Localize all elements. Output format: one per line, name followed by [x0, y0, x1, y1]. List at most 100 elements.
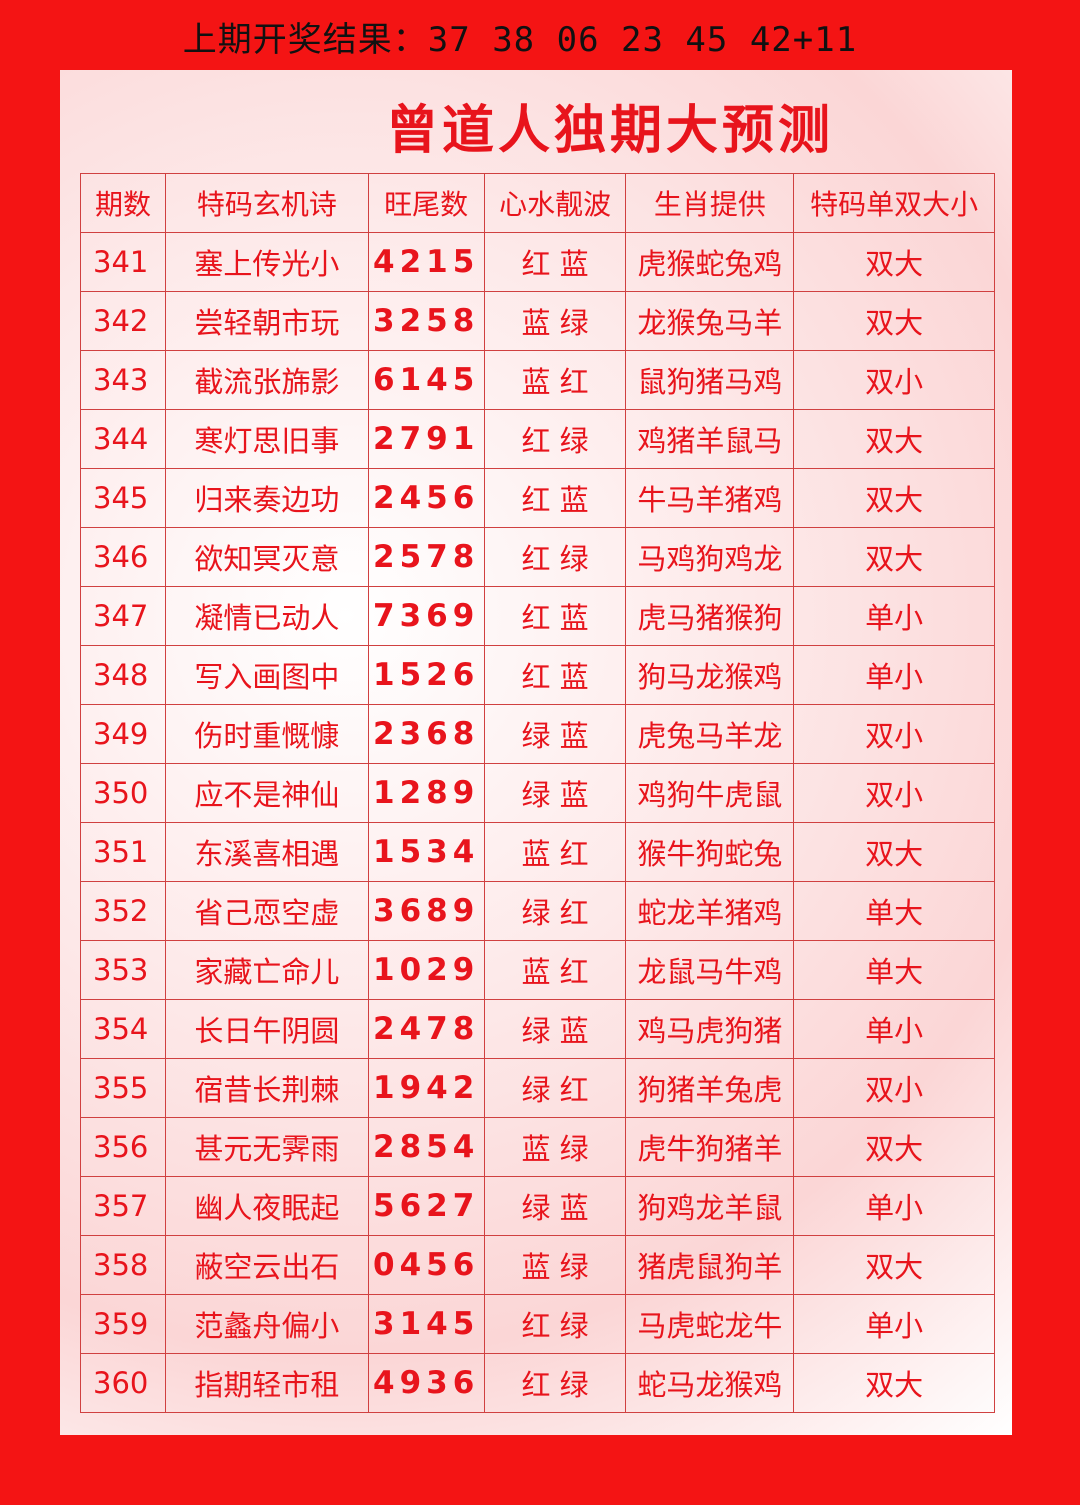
table-row: 360 指期轻市租 4936 红 绿蛇马龙猴鸡 双大 [80, 1353, 995, 1413]
zodiacs-cell: 鸡猪羊鼠马 [625, 409, 795, 469]
colors-cell: 红 蓝 [483, 586, 627, 646]
odd-even-size-cell: 双大 [793, 1117, 995, 1177]
zodiacs-cell: 蛇马龙猴鸡 [625, 1353, 795, 1413]
tail-numbers-cell: 6145 [367, 350, 485, 410]
period-cell: 349 [80, 704, 166, 764]
table-row: 347 凝情已动人 7369 红 蓝虎马猪猴狗 单小 [80, 586, 995, 646]
poem-cell: 尝轻朝市玩 [164, 291, 369, 351]
period-cell: 360 [80, 1353, 166, 1413]
poem-cell: 欲知冥灭意 [164, 527, 369, 587]
poem-cell: 指期轻市租 [164, 1353, 369, 1413]
table-header-row: 期数 特码玄机诗 旺尾数 心水靓波 生肖提供 特码单双大小 [80, 173, 995, 233]
colors-cell: 绿 红 [483, 881, 627, 941]
table-row: 343 截流张旆影 6145 蓝 红鼠狗猪马鸡 双小 [80, 350, 995, 410]
tail-numbers-cell: 7369 [367, 586, 485, 646]
table-row: 348 写入画图中 1526 红 蓝狗马龙猴鸡 单小 [80, 645, 995, 705]
tail-numbers-cell: 1534 [367, 822, 485, 882]
poem-cell: 寒灯思旧事 [164, 409, 369, 469]
odd-even-size-cell: 双大 [793, 822, 995, 882]
tail-numbers-cell: 1942 [367, 1058, 485, 1118]
period-cell: 341 [80, 232, 166, 292]
zodiacs-cell: 龙鼠马牛鸡 [625, 940, 795, 1000]
poem-cell: 长日午阴圆 [164, 999, 369, 1059]
tail-numbers-cell: 2578 [367, 527, 485, 587]
colors-cell: 绿 红 [483, 1058, 627, 1118]
table-row: 359 范蠡舟偏小 3145 红 绿马虎蛇龙牛 单小 [80, 1294, 995, 1354]
period-cell: 350 [80, 763, 166, 823]
table-row: 351 东溪喜相遇 1534 蓝 红猴牛狗蛇兔 双大 [80, 822, 995, 882]
zodiacs-cell: 鸡马虎狗猪 [625, 999, 795, 1059]
odd-even-size-cell: 单小 [793, 1176, 995, 1236]
table-row: 342 尝轻朝市玩 3258 蓝 绿龙猴兔马羊 双大 [80, 291, 995, 351]
table-row: 341 塞上传光小 4215 红 蓝虎猴蛇兔鸡 双大 [80, 232, 995, 292]
poem-cell: 蔽空云出石 [164, 1235, 369, 1295]
colors-cell: 蓝 红 [483, 350, 627, 410]
table-row: 349 伤时重慨慷 2368 绿 蓝虎兔马羊龙 双小 [80, 704, 995, 764]
colors-cell: 红 蓝 [483, 232, 627, 292]
colors-cell: 绿 蓝 [483, 704, 627, 764]
tail-numbers-cell: 5627 [367, 1176, 485, 1236]
page-title: 曾道人独期大预测 [385, 101, 834, 161]
period-cell: 352 [80, 881, 166, 941]
odd-even-size-cell: 双小 [793, 350, 995, 410]
period-cell: 355 [80, 1058, 166, 1118]
table-row: 344 寒灯思旧事 2791 红 绿鸡猪羊鼠马 双大 [80, 409, 995, 469]
colors-cell: 蓝 绿 [483, 1235, 627, 1295]
odd-even-size-cell: 双大 [793, 232, 995, 292]
odd-even-size-cell: 单小 [793, 999, 995, 1059]
poem-cell: 幽人夜眠起 [164, 1176, 369, 1236]
table-row: 354 长日午阴圆 2478 绿 蓝鸡马虎狗猪 单小 [80, 999, 995, 1059]
poem-cell: 甚元无霁雨 [164, 1117, 369, 1177]
zodiacs-cell: 狗马龙猴鸡 [625, 645, 795, 705]
colors-cell: 红 绿 [483, 1353, 627, 1413]
tail-numbers-cell: 4215 [367, 232, 485, 292]
header-period: 期数 [80, 173, 166, 233]
tail-numbers-cell: 3145 [367, 1294, 485, 1354]
colors-cell: 红 蓝 [483, 468, 627, 528]
zodiacs-cell: 龙猴兔马羊 [625, 291, 795, 351]
tail-numbers-cell: 2456 [367, 468, 485, 528]
poem-cell: 归来奏边功 [164, 468, 369, 528]
zodiacs-cell: 狗鸡龙羊鼠 [625, 1176, 795, 1236]
colors-cell: 绿 蓝 [483, 763, 627, 823]
odd-even-size-cell: 单小 [793, 645, 995, 705]
odd-even-size-cell: 单小 [793, 1294, 995, 1354]
odd-even-size-cell: 单大 [793, 881, 995, 941]
odd-even-size-cell: 双大 [793, 1235, 995, 1295]
table-row: 346 欲知冥灭意 2578 红 绿马鸡狗鸡龙 双大 [80, 527, 995, 587]
table-row: 353 家藏亡命儿 1029 蓝 红龙鼠马牛鸡 单大 [80, 940, 995, 1000]
odd-even-size-cell: 双大 [793, 409, 995, 469]
poem-cell: 家藏亡命儿 [164, 940, 369, 1000]
poem-cell: 伤时重慨慷 [164, 704, 369, 764]
tail-numbers-cell: 0456 [367, 1235, 485, 1295]
period-cell: 343 [80, 350, 166, 410]
header-tail-numbers: 旺尾数 [367, 173, 485, 233]
odd-even-size-cell: 双大 [793, 291, 995, 351]
table-row: 352 省己恧空虚 3689 绿 红蛇龙羊猪鸡 单大 [80, 881, 995, 941]
odd-even-size-cell: 双小 [793, 1058, 995, 1118]
colors-cell: 红 绿 [483, 527, 627, 587]
zodiacs-cell: 猪虎鼠狗羊 [625, 1235, 795, 1295]
header-colors: 心水靓波 [483, 173, 627, 233]
odd-even-size-cell: 双大 [793, 527, 995, 587]
last-draw-result: 上期开奖结果：37 38 06 23 45 42+11 [182, 20, 858, 60]
zodiacs-cell: 蛇龙羊猪鸡 [625, 881, 795, 941]
period-cell: 358 [80, 1235, 166, 1295]
zodiacs-cell: 鸡狗牛虎鼠 [625, 763, 795, 823]
period-cell: 359 [80, 1294, 166, 1354]
zodiacs-cell: 虎牛狗猪羊 [625, 1117, 795, 1177]
tail-numbers-cell: 2368 [367, 704, 485, 764]
poem-cell: 塞上传光小 [164, 232, 369, 292]
colors-cell: 蓝 绿 [483, 291, 627, 351]
colors-cell: 蓝 红 [483, 822, 627, 882]
poem-cell: 应不是神仙 [164, 763, 369, 823]
poem-cell: 省己恧空虚 [164, 881, 369, 941]
poem-cell: 写入画图中 [164, 645, 369, 705]
odd-even-size-cell: 双大 [793, 468, 995, 528]
colors-cell: 绿 蓝 [483, 1176, 627, 1236]
colors-cell: 红 绿 [483, 1294, 627, 1354]
colors-cell: 蓝 绿 [483, 1117, 627, 1177]
poem-cell: 截流张旆影 [164, 350, 369, 410]
odd-even-size-cell: 单小 [793, 586, 995, 646]
poem-cell: 宿昔长荆棘 [164, 1058, 369, 1118]
